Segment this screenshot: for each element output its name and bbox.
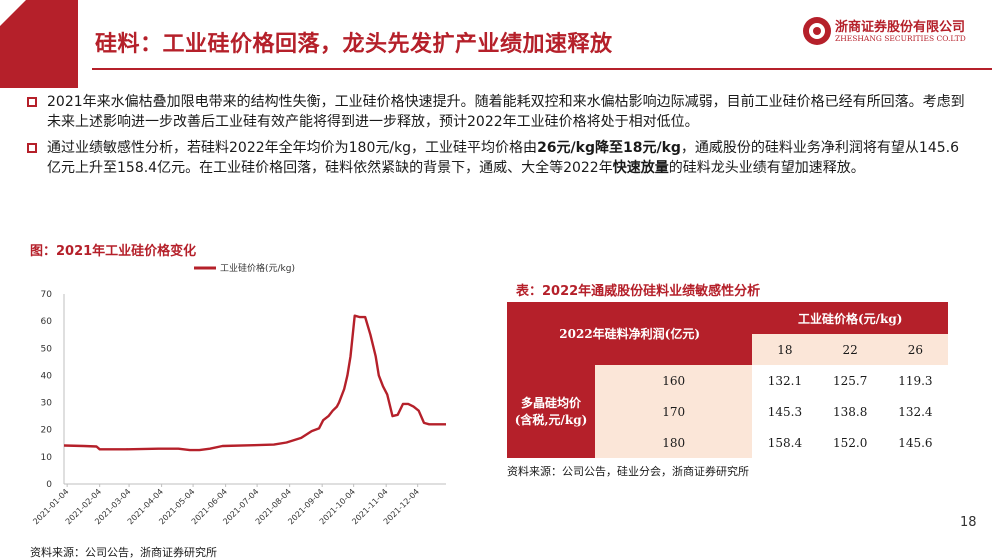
row-group-header-line: 多晶硅均价 — [520, 395, 581, 410]
table-cell: 132.4 — [882, 396, 948, 427]
corner-accent — [0, 0, 78, 88]
bullet-text: 通过业绩敏感性分析，若硅料2022年全年均价为180元/kg，工业硅平均价格由 — [47, 140, 538, 156]
table-corner-header: 2022年硅料净利润(亿元) — [507, 302, 753, 365]
bullet-emphasis: 26元/kg降至18元/kg — [537, 140, 681, 156]
company-logo: 浙商证券股份有限公司 ZHESHANG SECURITIES CO.LTD — [803, 14, 993, 48]
y-tick-label: 20 — [41, 426, 53, 436]
series-line — [63, 314, 446, 452]
logo-english-name: ZHESHANG SECURITIES CO.LTD — [835, 34, 966, 43]
table-row-label: 180 — [595, 427, 753, 458]
table-row-label: 170 — [595, 396, 753, 427]
logo-emblem-icon — [803, 17, 831, 45]
price-line-chart: 0102030405060702021-01-042021-02-042021-… — [31, 262, 446, 526]
table-source: 资料来源：公司公告，硅业分会，浙商证券研究所 — [507, 465, 749, 478]
table-column-group-header: 工业硅价格(元/kg) — [752, 302, 948, 334]
row-group-header-line: (含税,元/kg) — [514, 412, 588, 427]
table-cell: 145.6 — [882, 427, 948, 458]
y-tick-label: 0 — [46, 480, 52, 490]
title-divider — [92, 68, 992, 70]
logo-chinese-name: 浙商证券股份有限公司 — [835, 20, 966, 35]
y-tick-label: 60 — [41, 317, 53, 327]
table-title: 表：2022年通威股份硅料业绩敏感性分析 — [516, 284, 761, 299]
bullet-text: ，通威股份的硅料业务净利润将有望从145.6亿元上升至158.4亿元。在工业硅价… — [47, 140, 959, 176]
bullet-emphasis: 快速放量 — [612, 160, 669, 176]
bullet-square-icon — [27, 97, 37, 107]
table-cell: 158.4 — [752, 427, 818, 458]
table-cell: 132.1 — [752, 365, 818, 396]
y-tick-label: 10 — [41, 453, 53, 463]
figure-title: 图：2021年工业硅价格变化 — [30, 244, 197, 259]
table-row-label: 160 — [595, 365, 753, 396]
table-cell: 125.7 — [817, 365, 883, 396]
table-cell: 152.0 — [817, 427, 883, 458]
bullet-paragraph: 2021年来水偏枯叠加限电带来的结构性失衡，工业硅价格快速提升。随着能耗双控和来… — [27, 92, 972, 132]
table-cell: 138.8 — [817, 396, 883, 427]
y-tick-label: 70 — [41, 290, 53, 300]
y-tick-label: 50 — [41, 344, 53, 354]
page-number: 18 — [960, 515, 977, 530]
bullet-text: 2021年来水偏枯叠加限电带来的结构性失衡，工业硅价格快速提升。随着能耗双控和来… — [47, 94, 965, 130]
bullet-square-icon — [27, 143, 37, 153]
bullet-paragraph: 通过业绩敏感性分析，若硅料2022年全年均价为180元/kg，工业硅平均价格由2… — [27, 138, 972, 178]
table-cell: 119.3 — [882, 365, 948, 396]
table-cell: 145.3 — [752, 396, 818, 427]
y-tick-label: 40 — [41, 371, 53, 381]
table-row-group-header: 多晶硅均价 (含税,元/kg) — [507, 365, 595, 458]
bullet-text: 的硅料龙头业绩有望加速释放。 — [668, 160, 865, 176]
sensitivity-table: 2022年硅料净利润(亿元) 工业硅价格(元/kg) 18 22 26 多晶硅均… — [507, 302, 948, 458]
slide-title: 硅料：工业硅价格回落，龙头先发扩产业绩加速释放 — [95, 32, 613, 57]
figure-source: 资料来源：公司公告，浙商证券研究所 — [30, 546, 217, 559]
bullet-list: 2021年来水偏枯叠加限电带来的结构性失衡，工业硅价格快速提升。随着能耗双控和来… — [27, 92, 972, 184]
legend-label: 工业硅价格(元/kg) — [220, 262, 295, 274]
y-tick-label: 30 — [41, 399, 53, 409]
table-column-header: 26 — [882, 334, 948, 365]
table-column-header: 22 — [817, 334, 883, 365]
table-column-header: 18 — [752, 334, 818, 365]
